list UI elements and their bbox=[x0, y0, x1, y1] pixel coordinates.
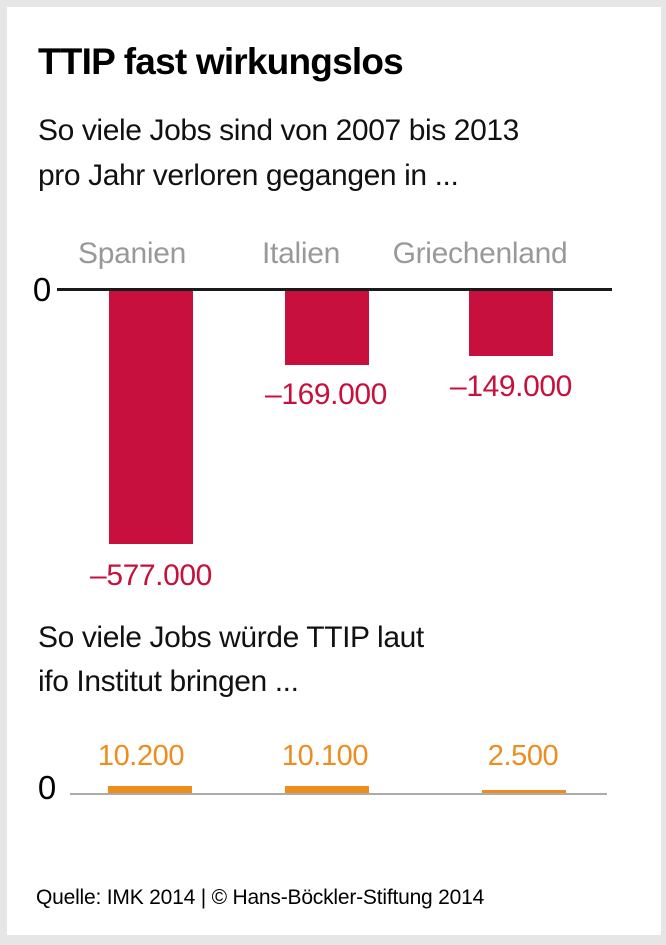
value-label-spanien-negative: –577.000 bbox=[90, 559, 212, 592]
bar-griechenland-negative bbox=[469, 291, 553, 356]
source-credit: Quelle: IMK 2014 | © Hans-Böckler-Stiftu… bbox=[36, 886, 485, 909]
bar-spanien-positive bbox=[108, 786, 192, 793]
bar-spanien-negative bbox=[109, 291, 193, 544]
chart2-zero-axis-line bbox=[70, 793, 607, 795]
page-title: TTIP fast wirkungslos bbox=[38, 41, 404, 82]
chart1-zero-axis-line bbox=[57, 288, 612, 291]
category-label-italien: Italien bbox=[262, 237, 340, 270]
chart1-subtitle-line1: So viele Jobs sind von 2007 bis 2013 bbox=[38, 114, 519, 147]
bar-italien-negative bbox=[285, 291, 369, 365]
chart1-subtitle-line2: pro Jahr verloren gegangen in ... bbox=[38, 159, 459, 192]
chart1-zero-tick-label: 0 bbox=[32, 271, 52, 308]
value-label-griechenland-positive: 2.500 bbox=[487, 740, 559, 772]
chart2-subtitle-line1: So viele Jobs würde TTIP laut bbox=[38, 621, 424, 654]
value-label-spanien-positive: 10.200 bbox=[97, 740, 185, 772]
value-label-italien-positive: 10.100 bbox=[281, 740, 369, 772]
value-label-italien-negative: –169.000 bbox=[265, 378, 387, 411]
bar-italien-positive bbox=[285, 786, 369, 793]
chart2-subtitle-line2: ifo Institut bringen ... bbox=[38, 665, 299, 698]
chart2-zero-tick-label: 0 bbox=[37, 769, 57, 806]
category-label-griechenland: Griechenland bbox=[392, 237, 568, 270]
category-label-spanien: Spanien bbox=[78, 237, 186, 270]
infographic-card: TTIP fast wirkungslos So viele Jobs sind… bbox=[7, 7, 661, 935]
value-label-griechenland-negative: –149.000 bbox=[450, 370, 572, 403]
